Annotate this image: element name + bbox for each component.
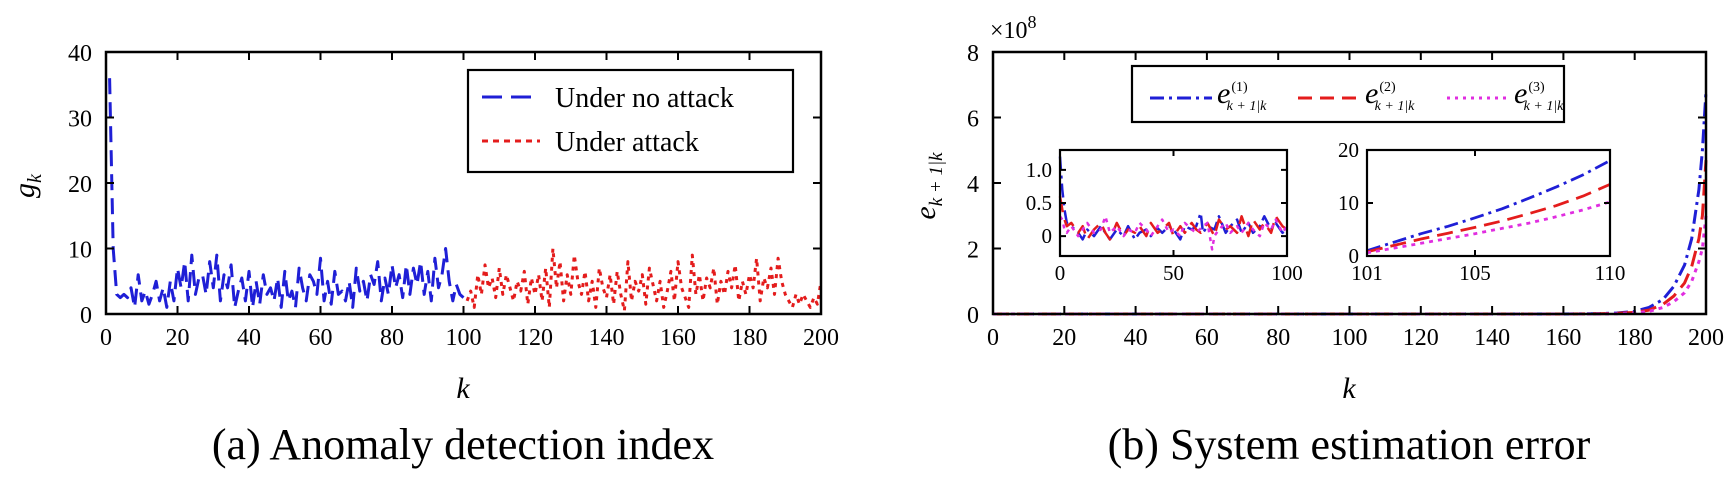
x-tick-label: 40: [237, 325, 261, 351]
inset-early-plot-lines: [1058, 156, 1289, 251]
panel-a-y-axis-label: gk: [8, 173, 46, 198]
x-tick-label: 105: [1459, 261, 1491, 285]
y-tick-label: 6: [967, 107, 979, 133]
inset-early-y-ticks: 0 0.5 1.0: [1026, 158, 1287, 248]
y-tick-label: 0.5: [1026, 191, 1052, 215]
x-tick-label: 160: [1545, 325, 1581, 351]
panel-b-y-ticks: 0 2 4 6 8: [967, 41, 1706, 329]
x-tick-label: 100: [1332, 325, 1368, 351]
panel-b-inset-late: 101 105 110 0 10 20: [1338, 138, 1625, 285]
y-tick-label: 1.0: [1026, 158, 1052, 182]
panel-a-caption: (a) Anomaly detection index: [212, 420, 714, 469]
x-tick-label: 160: [660, 325, 696, 351]
panel-b-caption: (b) System estimation error: [1108, 420, 1591, 469]
y-tick-label: 20: [68, 172, 92, 198]
panel-b-scale-factor: ×108: [990, 12, 1037, 44]
x-tick-label: 0: [100, 325, 112, 351]
y-tick-label: 10: [68, 238, 92, 264]
legend-label-under-attack: Under attack: [555, 127, 699, 158]
inset-late-plot-lines: [1366, 159, 1611, 255]
x-tick-label: 40: [1124, 325, 1148, 351]
legend-label-e2: e(2) k + 1|k: [1365, 77, 1415, 114]
x-tick-label: 180: [1617, 325, 1653, 351]
x-tick-label: 140: [589, 325, 625, 351]
x-tick-label: 100: [446, 325, 482, 351]
y-tick-label: 0: [1349, 244, 1360, 268]
panel-a-legend: Under no attack Under attack: [466, 68, 795, 174]
y-tick-label: 0: [967, 303, 979, 329]
inset-early-x-ticks: 0 50 100: [1055, 150, 1303, 285]
x-tick-label: 80: [380, 325, 404, 351]
x-tick-label: 180: [732, 325, 768, 351]
x-tick-label: 60: [309, 325, 333, 351]
panel-b-x-axis-label: k: [1342, 372, 1356, 405]
y-tick-label: 0: [1042, 224, 1053, 248]
y-tick-label: 8: [967, 41, 979, 67]
inset-early-series-1: [1058, 156, 1288, 241]
panel-a-x-axis-label: k: [456, 372, 470, 405]
panel-a-plot-lines: [108, 78, 823, 313]
y-tick-label: 10: [1338, 191, 1359, 215]
y-tick-label: 0: [80, 303, 92, 329]
x-tick-label: 101: [1351, 261, 1383, 285]
inset-late-series-1: [1366, 159, 1611, 253]
panel-b-x-ticks: 0 20 40 60 80 100 120 140 160 180 200: [987, 52, 1724, 351]
x-tick-label: 0: [987, 325, 999, 351]
x-tick-label: 20: [1052, 325, 1076, 351]
y-tick-label: 20: [1338, 138, 1359, 162]
x-tick-label: 120: [517, 325, 553, 351]
x-tick-label: 140: [1474, 325, 1510, 351]
inset-early-series-3: [1058, 215, 1289, 251]
x-tick-label: 20: [166, 325, 190, 351]
panel-a-legend-box: [466, 68, 795, 174]
panel-b-inset-early: 0 50 100 0 0.5 1.0: [1026, 148, 1303, 285]
y-tick-label: 2: [967, 238, 979, 264]
panel-a-x-ticks: 0 20 40 60 80 100 120 140 160 180 200: [100, 52, 839, 351]
x-tick-label: 200: [803, 325, 839, 351]
legend-label-e3: e(3) k + 1|k: [1514, 77, 1564, 114]
inset-late-series-2: [1366, 183, 1611, 254]
x-tick-label: 110: [1595, 261, 1626, 285]
x-tick-label: 80: [1266, 325, 1290, 351]
panel-b-legend: e(1) k + 1|k e(2) k + 1|k e(3) k + 1|k: [1130, 64, 1566, 124]
y-tick-label: 30: [68, 107, 92, 133]
inset-late-y-ticks: 0 10 20: [1338, 138, 1610, 268]
legend-label-under-no-attack: Under no attack: [555, 83, 734, 114]
panel-b-y-axis-label: ek + 1|k: [909, 152, 947, 220]
x-tick-label: 120: [1403, 325, 1439, 351]
inset-early-background: [1060, 150, 1287, 256]
panel-a-series-2: [465, 247, 823, 313]
panel-b-legend-box: [1130, 64, 1566, 124]
x-tick-label: 100: [1271, 261, 1303, 285]
inset-early-series-2: [1058, 196, 1288, 241]
x-tick-label: 50: [1163, 261, 1184, 285]
legend-label-e1: e(1) k + 1|k: [1217, 77, 1267, 114]
x-tick-label: 0: [1055, 261, 1066, 285]
inset-late-x-ticks: 101 105 110: [1351, 150, 1625, 285]
x-tick-label: 60: [1195, 325, 1219, 351]
panel-a-y-ticks: 0 10 20 30 40: [68, 41, 821, 329]
y-tick-label: 40: [68, 41, 92, 67]
panel-a-series-1: [108, 78, 465, 309]
x-tick-label: 200: [1688, 325, 1724, 351]
inset-late-background: [1367, 150, 1610, 256]
y-tick-label: 4: [967, 172, 979, 198]
